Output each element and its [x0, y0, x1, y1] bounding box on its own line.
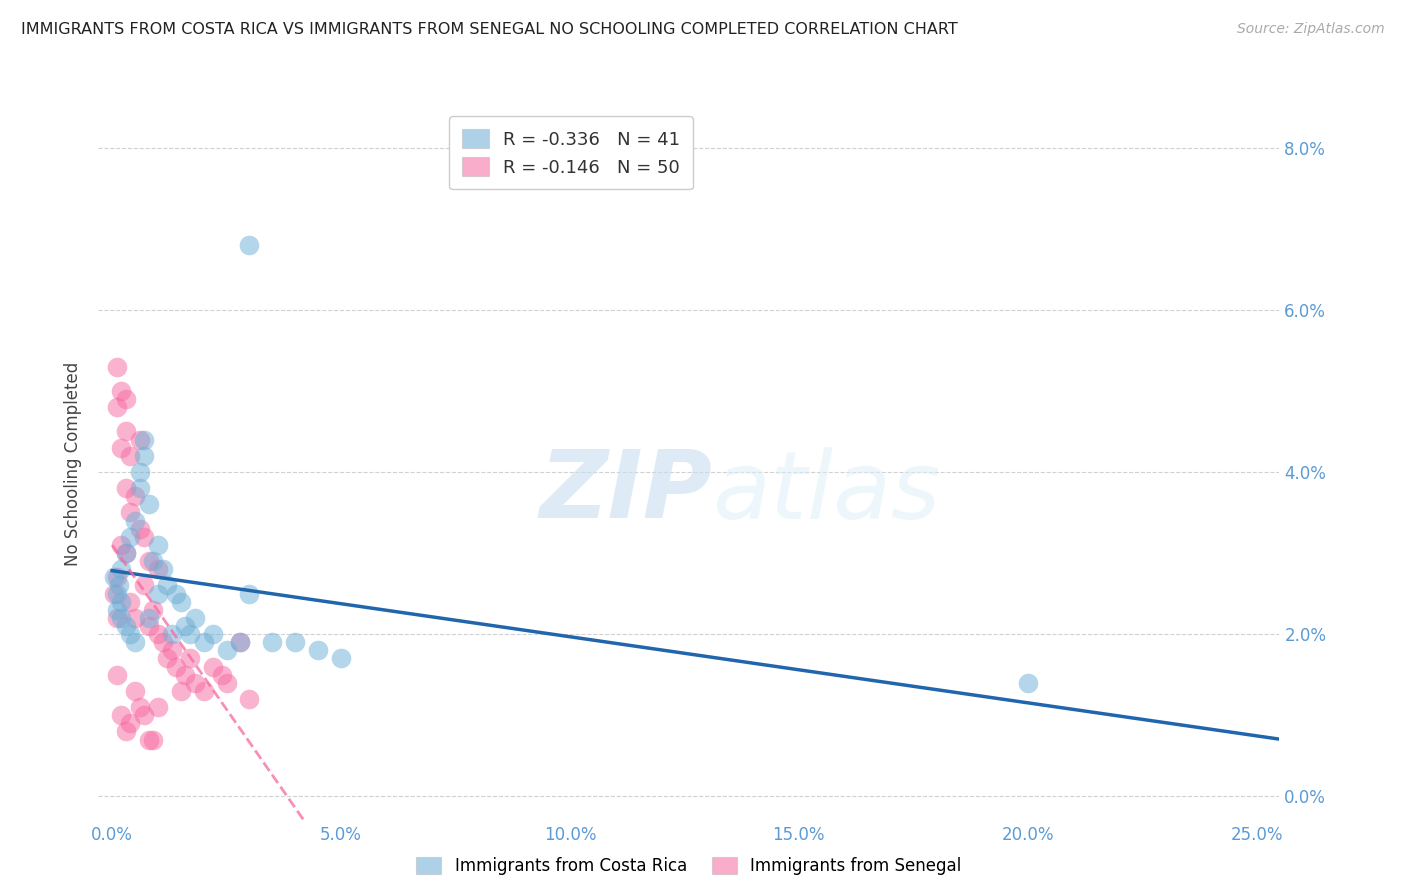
Point	[134, 578, 156, 592]
Point	[124, 514, 146, 528]
Point	[120, 716, 142, 731]
Point	[128, 433, 150, 447]
Point	[142, 732, 165, 747]
Point	[105, 400, 128, 414]
Point	[142, 603, 165, 617]
Point	[174, 619, 197, 633]
Point	[124, 684, 146, 698]
Point	[146, 538, 169, 552]
Point	[134, 433, 156, 447]
Point	[120, 449, 142, 463]
Point	[170, 595, 193, 609]
Point	[105, 570, 128, 584]
Point	[105, 667, 128, 681]
Point	[1017, 675, 1039, 690]
Point	[138, 611, 160, 625]
Point	[179, 651, 201, 665]
Point	[128, 522, 150, 536]
Text: atlas: atlas	[713, 447, 941, 538]
Point	[105, 586, 128, 600]
Point	[110, 441, 132, 455]
Point	[215, 643, 238, 657]
Point	[138, 732, 160, 747]
Point	[115, 619, 138, 633]
Y-axis label: No Schooling Completed: No Schooling Completed	[65, 362, 83, 566]
Point	[156, 651, 179, 665]
Point	[160, 627, 183, 641]
Point	[201, 627, 224, 641]
Point	[284, 635, 307, 649]
Point	[110, 538, 132, 552]
Point	[142, 554, 165, 568]
Point	[201, 659, 224, 673]
Point	[110, 595, 132, 609]
Point	[134, 449, 156, 463]
Point	[134, 530, 156, 544]
Point	[105, 611, 128, 625]
Point	[120, 627, 142, 641]
Point	[307, 643, 329, 657]
Point	[183, 611, 205, 625]
Point	[211, 667, 233, 681]
Point	[128, 700, 150, 714]
Point	[262, 635, 284, 649]
Point	[110, 611, 132, 625]
Point	[179, 627, 201, 641]
Point	[120, 530, 142, 544]
Point	[146, 627, 169, 641]
Text: ZIP: ZIP	[540, 446, 713, 539]
Point	[138, 497, 160, 511]
Point	[152, 635, 174, 649]
Point	[138, 619, 160, 633]
Point	[134, 708, 156, 723]
Point	[165, 659, 187, 673]
Point	[156, 578, 179, 592]
Point	[115, 481, 138, 495]
Point	[128, 465, 150, 479]
Point	[124, 635, 146, 649]
Point	[110, 708, 132, 723]
Point	[115, 546, 138, 560]
Point	[105, 603, 128, 617]
Point	[108, 578, 131, 592]
Point	[330, 651, 353, 665]
Point	[193, 684, 215, 698]
Point	[128, 481, 150, 495]
Point	[115, 392, 138, 406]
Point	[160, 643, 183, 657]
Point	[138, 554, 160, 568]
Point	[103, 570, 125, 584]
Point	[110, 562, 132, 576]
Point	[120, 595, 142, 609]
Point	[124, 611, 146, 625]
Point	[215, 675, 238, 690]
Point	[105, 359, 128, 374]
Point	[183, 675, 205, 690]
Point	[110, 384, 132, 398]
Point	[152, 562, 174, 576]
Text: Source: ZipAtlas.com: Source: ZipAtlas.com	[1237, 22, 1385, 37]
Point	[229, 635, 252, 649]
Point	[146, 586, 169, 600]
Point	[170, 684, 193, 698]
Point	[165, 586, 187, 600]
Point	[193, 635, 215, 649]
Point	[120, 506, 142, 520]
Point	[115, 425, 138, 439]
Point	[238, 586, 260, 600]
Point	[229, 635, 252, 649]
Point	[146, 562, 169, 576]
Point	[238, 238, 260, 252]
Point	[238, 692, 260, 706]
Point	[103, 586, 125, 600]
Legend: Immigrants from Costa Rica, Immigrants from Senegal: Immigrants from Costa Rica, Immigrants f…	[408, 849, 970, 884]
Text: IMMIGRANTS FROM COSTA RICA VS IMMIGRANTS FROM SENEGAL NO SCHOOLING COMPLETED COR: IMMIGRANTS FROM COSTA RICA VS IMMIGRANTS…	[21, 22, 957, 37]
Point	[115, 546, 138, 560]
Point	[124, 489, 146, 503]
Point	[115, 724, 138, 739]
Point	[174, 667, 197, 681]
Point	[146, 700, 169, 714]
